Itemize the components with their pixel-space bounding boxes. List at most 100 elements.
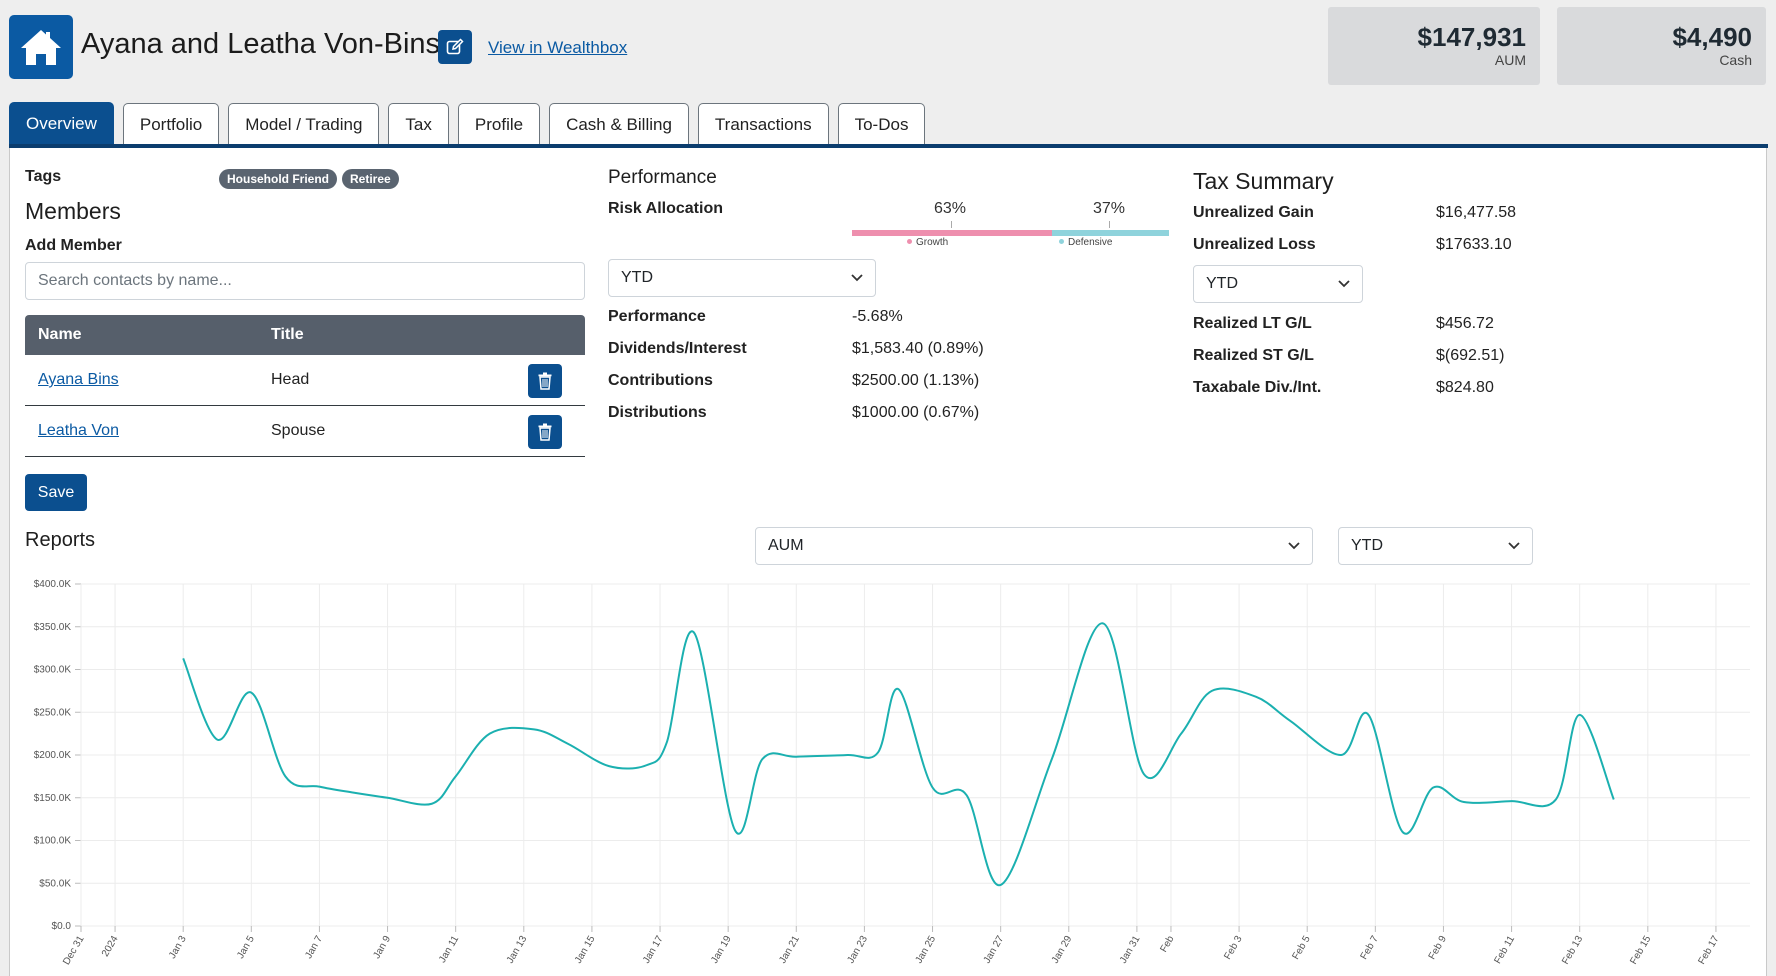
- growth-percent: 63%: [934, 200, 967, 217]
- defensive-tick: [1109, 221, 1110, 228]
- cash-stat: $4,490 Cash: [1557, 7, 1766, 85]
- x-tick-label: Jan 5: [235, 934, 257, 961]
- performance-row-label: Contributions: [608, 372, 713, 389]
- performance-row-value: $1000.00 (0.67%): [852, 404, 980, 421]
- tab-profile[interactable]: Profile: [457, 103, 541, 145]
- edit-household-button[interactable]: [438, 30, 472, 64]
- contact-search-input[interactable]: [25, 262, 585, 300]
- performance-period-value: YTD: [621, 269, 653, 286]
- member-name-link[interactable]: Ayana Bins: [38, 371, 119, 388]
- view-in-wealthbox-link[interactable]: View in Wealthbox: [488, 38, 628, 57]
- report-metric-select[interactable]: AUM: [755, 527, 1313, 565]
- tax-row-value: $16,477.58: [1436, 204, 1517, 221]
- y-tick-label: $300.0K: [34, 665, 72, 676]
- tab-divider: [9, 144, 1768, 148]
- x-tick-label: Jan 17: [641, 934, 666, 966]
- report-metric-value: AUM: [768, 537, 804, 554]
- x-tick-label: Jan 25: [914, 934, 939, 966]
- performance-row-label: Dividends/Interest: [608, 340, 747, 357]
- tab-todos[interactable]: To-Dos: [837, 103, 926, 145]
- aum-value: $147,931: [1417, 22, 1526, 52]
- save-button[interactable]: Save: [25, 474, 87, 511]
- tax-row-label: Taxabale Div./Int.: [1193, 379, 1322, 396]
- tax-summary-heading: Tax Summary: [1193, 168, 1334, 194]
- y-tick-label: $400.0K: [34, 579, 72, 590]
- household-title: Ayana and Leatha Von-Bins: [81, 28, 441, 60]
- aum-series-line: [182, 622, 1615, 886]
- chevron-down-icon: [1288, 542, 1300, 550]
- table-header: Name Title: [25, 315, 585, 355]
- x-tick-label: Jan 13: [505, 934, 530, 966]
- tax-row-value: $824.80: [1436, 379, 1494, 396]
- cash-label: Cash: [1719, 52, 1752, 68]
- tax-row-label: Realized ST G/L: [1193, 347, 1314, 364]
- report-period-value: YTD: [1351, 537, 1383, 554]
- y-tick-label: $250.0K: [34, 707, 72, 718]
- chevron-down-icon: [1338, 280, 1350, 288]
- tax-row-label: Realized LT G/L: [1193, 315, 1312, 332]
- tax-period-select[interactable]: YTD: [1193, 265, 1363, 303]
- tax-row-value: $17633.10: [1436, 236, 1512, 253]
- tab-transactions[interactable]: Transactions: [697, 103, 829, 145]
- y-tick-label: $0.0: [52, 921, 72, 932]
- growth-tick: [951, 221, 952, 228]
- chevron-down-icon: [1508, 542, 1520, 550]
- members-heading: Members: [25, 198, 121, 224]
- reports-heading: Reports: [25, 529, 96, 551]
- x-tick-label: Feb 11: [1492, 934, 1517, 966]
- x-tick-label: Jan 31: [1118, 934, 1143, 966]
- x-tick-label: Feb: [1158, 934, 1176, 955]
- cash-value: $4,490: [1672, 22, 1752, 52]
- tax-row-label: Unrealized Gain: [1193, 204, 1314, 221]
- x-tick-label: Jan 11: [437, 934, 461, 965]
- tab-overview[interactable]: Overview: [9, 102, 114, 145]
- x-tick-label: Jan 9: [371, 934, 393, 961]
- tab-model-trading[interactable]: Model / Trading: [228, 103, 380, 145]
- x-tick-label: Feb 9: [1427, 934, 1450, 962]
- x-tick-label: Jan 15: [573, 934, 598, 966]
- x-tick-label: Jan 3: [167, 934, 189, 961]
- member-title: Spouse: [271, 422, 326, 439]
- aum-stat: $147,931 AUM: [1328, 7, 1540, 85]
- tax-row-label: Unrealized Loss: [1193, 236, 1316, 253]
- delete-member-button[interactable]: [528, 364, 562, 398]
- x-tick-label: Jan 29: [1050, 934, 1075, 966]
- x-tick-label: 2024: [100, 934, 121, 959]
- x-tick-label: Feb 5: [1290, 934, 1313, 962]
- x-tick-label: Jan 23: [845, 934, 870, 966]
- column-header-name: Name: [38, 326, 82, 343]
- y-tick-label: $200.0K: [34, 750, 72, 761]
- report-period-select[interactable]: YTD: [1338, 527, 1533, 565]
- performance-row-value: -5.68%: [852, 308, 903, 325]
- x-tick-label: Jan 27: [982, 934, 1007, 966]
- risk-growth-bar: [852, 230, 1052, 236]
- member-name-link[interactable]: Leatha Von: [38, 422, 119, 439]
- tab-portfolio[interactable]: Portfolio: [122, 103, 220, 145]
- home-button[interactable]: [9, 15, 73, 79]
- y-tick-label: $350.0K: [34, 622, 72, 633]
- performance-period-select[interactable]: YTD: [608, 259, 876, 297]
- chevron-down-icon: [851, 274, 863, 282]
- home-icon: [21, 30, 61, 65]
- performance-row-value: $2500.00 (1.13%): [852, 372, 980, 389]
- x-tick-label: Feb 13: [1560, 934, 1585, 967]
- performance-heading: Performance: [608, 167, 717, 188]
- x-tick-label: Jan 21: [777, 934, 802, 966]
- y-tick-label: $100.0K: [34, 836, 72, 847]
- aum-line-chart: $0.0 $50.0K $100.0K $150.0K $200.0K $250.0K $3…: [34, 579, 1750, 967]
- tax-row-value: $(692.51): [1436, 347, 1505, 364]
- x-tick-label: Jan 19: [709, 934, 734, 966]
- risk-allocation-label: Risk Allocation: [608, 200, 723, 217]
- x-tick-label: Feb 7: [1359, 934, 1382, 962]
- x-axis-ticks: Dec 31 2024 Jan 3 Jan 5 Jan 7 Jan 9 Jan 11 Jan …: [61, 584, 1722, 967]
- growth-legend: Growth: [907, 237, 948, 248]
- x-tick-label: Jan 7: [303, 934, 325, 961]
- x-tick-label: Dec 31: [61, 934, 87, 967]
- x-tick-label: Feb 3: [1222, 934, 1245, 962]
- tax-period-value: YTD: [1206, 275, 1238, 292]
- tab-cash-billing[interactable]: Cash & Billing: [549, 103, 689, 145]
- tab-tax[interactable]: Tax: [388, 103, 449, 145]
- tags-label: Tags: [25, 168, 62, 185]
- column-header-title: Title: [271, 326, 304, 343]
- delete-member-button[interactable]: [528, 415, 562, 449]
